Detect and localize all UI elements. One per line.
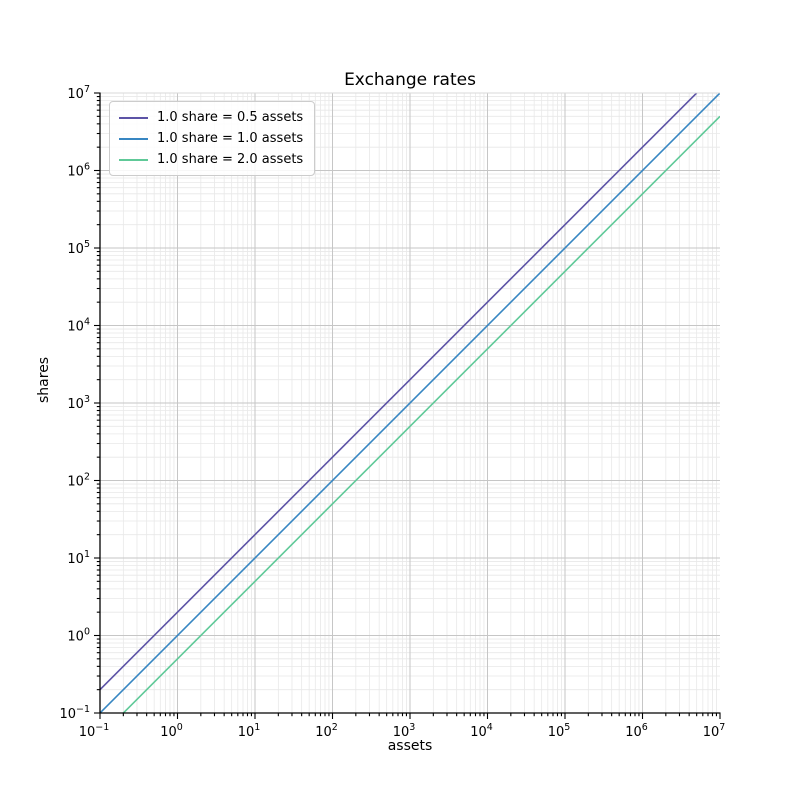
legend-line-swatch-1 (119, 137, 148, 140)
y-tick-label-1e6: 106 (67, 162, 90, 180)
y-tick-label-1e7: 107 (67, 84, 90, 102)
y-tick-label-1e-1: 10−1 (59, 704, 90, 722)
legend-item: 1.0 share = 1.0 assets (119, 130, 303, 147)
legend: 1.0 share = 0.5 assets 1.0 share = 1.0 a… (109, 101, 316, 176)
x-tick-label-1e6: 106 (625, 722, 648, 740)
x-tick-label-1e3: 103 (393, 722, 416, 740)
tick-labels: 10−110−1 100 100 101 101 102 102 103 103 104 104 10… (59, 84, 725, 740)
legend-label-1: 1.0 share = 1.0 assets (157, 131, 304, 146)
line-series-2 (122, 115, 720, 713)
legend-label-0: 1.0 share = 0.5 assets (157, 110, 304, 125)
y-tick-label-1e3: 103 (67, 394, 90, 412)
legend-line-swatch-0 (119, 116, 148, 119)
grid-major (100, 93, 720, 713)
y-tick-label-1e1: 101 (67, 549, 90, 567)
chart-title: Exchange rates (344, 70, 476, 90)
x-tick-label-1e4: 104 (470, 722, 493, 740)
legend-line-swatch-2 (119, 158, 148, 161)
data-lines (100, 93, 720, 713)
x-tick-label-1e7: 107 (703, 722, 726, 740)
x-tick-label-1e1: 101 (238, 722, 261, 740)
legend-label-2: 1.0 share = 2.0 assets (157, 152, 304, 167)
y-tick-label-1e2: 102 (67, 472, 90, 490)
axis-ticks (94, 92, 721, 719)
legend-item: 1.0 share = 0.5 assets (119, 109, 303, 126)
x-tick-label-1e0: 100 (160, 722, 183, 740)
line-series-1 (100, 93, 720, 713)
y-tick-label-1e5: 105 (67, 239, 90, 257)
line-series-0 (100, 93, 698, 691)
y-tick-label-1e4: 104 (67, 317, 90, 335)
x-tick-label-1e-1: 10−1 (79, 722, 110, 740)
legend-item: 1.0 share = 2.0 assets (119, 151, 303, 168)
x-tick-label-1e5: 105 (548, 722, 571, 740)
x-tick-label-1e2: 102 (315, 722, 338, 740)
x-axis-label: assets (387, 738, 433, 754)
y-tick-label-1e0: 100 (67, 627, 90, 645)
